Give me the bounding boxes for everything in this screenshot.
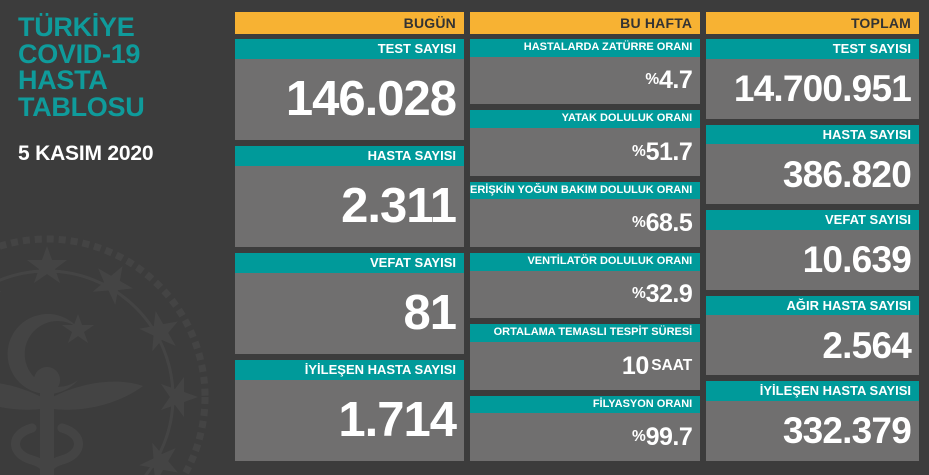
page-title-line-2: COVID-19 <box>18 38 141 69</box>
column-bu-hafta: BU HAFTA HASTALARDA ZATÜRRE ORANI % 4.7 Y… <box>470 12 701 461</box>
title-panel: TÜRKİYE COVID-19 HASTA TABLOSU 5 KASIM 2… <box>0 0 235 475</box>
column-bu-hafta-rows: HASTALARDA ZATÜRRE ORANI % 4.7 YATAK DOLU… <box>470 39 701 461</box>
stat-value: % 68.5 <box>470 199 701 247</box>
stat-label: HASTA SAYISI <box>235 146 464 166</box>
stat-value: 1.714 <box>235 379 464 461</box>
stat-label: TEST SAYISI <box>235 39 464 59</box>
stat-row: HASTA SAYISI 386.820 <box>706 124 919 205</box>
stat-label: YATAK DOLULUK ORANI <box>470 110 701 128</box>
stat-row: VENTİLATÖR DOLULUK ORANI % 32.9 <box>470 252 701 319</box>
page-title: TÜRKİYE COVID-19 HASTA TABLOSU <box>0 0 235 121</box>
stat-row: İYİLEŞEN HASTA SAYISI 332.379 <box>706 381 919 461</box>
stat-label: FİLYASYON ORANI <box>470 395 701 414</box>
stat-row: TEST SAYISI 14.700.951 <box>706 39 919 119</box>
column-bugun-rows: TEST SAYISI 146.028 HASTA SAYISI 2.311 V… <box>235 39 464 461</box>
percent-sign: % <box>631 142 646 160</box>
stat-row: ORTALAMA TEMASLI TESPİT SÜRESİ 10 SAAT <box>470 324 701 390</box>
stat-number: 4.7 <box>658 66 693 95</box>
stat-row: VEFAT SAYISI 10.639 <box>706 210 919 290</box>
stat-row: FİLYASYON ORANI % 99.7 <box>470 395 701 461</box>
stat-label: İYİLEŞEN HASTA SAYISI <box>706 381 919 402</box>
stat-label: ERİŞKİN YOĞUN BAKIM DOLULUK ORANI <box>470 181 701 200</box>
stat-number: 68.5 <box>645 208 693 237</box>
stat-value: % 32.9 <box>470 270 701 319</box>
stat-label: AĞIR HASTA SAYISI <box>706 295 919 316</box>
column-header-bu-hafta: BU HAFTA <box>470 12 701 34</box>
stat-value: 2.311 <box>235 165 464 247</box>
data-columns: BUGÜN TEST SAYISI 146.028 HASTA SAYISI 2… <box>235 0 929 475</box>
stat-value: 332.379 <box>706 401 919 461</box>
page-title-line-1: TÜRKİYE <box>18 12 135 42</box>
stat-unit: SAAT <box>651 356 693 374</box>
page-title-line-4: TABLOSU <box>18 92 145 123</box>
ministry-of-health-caduceus-logo-icon <box>0 232 212 475</box>
column-header-bugun: BUGÜN <box>235 12 464 34</box>
stat-value: 14.700.951 <box>706 58 919 119</box>
column-toplam: TOPLAM TEST SAYISI 14.700.951 HASTA SAYI… <box>706 12 919 461</box>
stat-value: 146.028 <box>235 58 464 140</box>
percent-sign: % <box>631 214 646 232</box>
percent-sign: % <box>631 428 646 446</box>
stat-label: ORTALAMA TEMASLI TESPİT SÜRESİ <box>470 324 701 342</box>
report-date: 5 KASIM 2020 <box>18 141 154 165</box>
stat-row: ERİŞKİN YOĞUN BAKIM DOLULUK ORANI % 68.5 <box>470 181 701 247</box>
stat-value: 10.639 <box>706 229 919 290</box>
stat-row: TEST SAYISI 146.028 <box>235 39 464 140</box>
page-title-line-3: HASTA <box>18 65 108 96</box>
stat-row: HASTA SAYISI 2.311 <box>235 146 464 247</box>
stat-number: 99.7 <box>645 422 693 451</box>
stat-value: % 51.7 <box>470 127 701 176</box>
stat-value: 10 SAAT <box>470 341 701 390</box>
stat-label: VEFAT SAYISI <box>235 253 464 273</box>
stat-label: HASTA SAYISI <box>706 124 919 145</box>
stat-label: VENTİLATÖR DOLULUK ORANI <box>470 252 701 271</box>
percent-sign: % <box>645 71 659 89</box>
stat-label: İYİLEŞEN HASTA SAYISI <box>235 360 464 380</box>
stat-value: 81 <box>235 272 464 354</box>
stat-row: HASTALARDA ZATÜRRE ORANI % 4.7 <box>470 39 701 105</box>
stat-label: VEFAT SAYISI <box>706 210 919 230</box>
stat-value: % 4.7 <box>470 56 701 105</box>
stat-row: YATAK DOLULUK ORANI % 51.7 <box>470 110 701 176</box>
stat-number: 51.7 <box>645 137 693 166</box>
stat-number: 32.9 <box>645 280 693 309</box>
stat-label: TEST SAYISI <box>706 39 919 59</box>
column-toplam-rows: TEST SAYISI 14.700.951 HASTA SAYISI 386.… <box>706 39 919 461</box>
stat-label: HASTALARDA ZATÜRRE ORANI <box>470 39 701 57</box>
stat-number: 10 <box>621 351 649 380</box>
percent-sign: % <box>631 285 646 303</box>
stat-row: AĞIR HASTA SAYISI 2.564 <box>706 295 919 376</box>
stat-value: % 99.7 <box>470 413 701 461</box>
stat-value: 386.820 <box>706 144 919 205</box>
column-bugun: BUGÜN TEST SAYISI 146.028 HASTA SAYISI 2… <box>235 12 464 461</box>
column-header-toplam: TOPLAM <box>706 12 919 34</box>
stat-value: 2.564 <box>706 315 919 376</box>
stat-row: İYİLEŞEN HASTA SAYISI 1.714 <box>235 360 464 461</box>
stat-row: VEFAT SAYISI 81 <box>235 253 464 354</box>
